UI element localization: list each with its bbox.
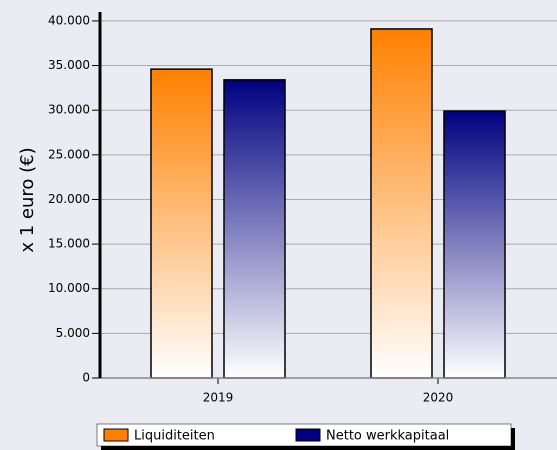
y-tick-label: 40.000: [48, 13, 90, 27]
legend-label: Liquiditeiten: [134, 429, 215, 444]
y-tick-label: 15.000: [48, 237, 90, 251]
y-tick-label: 5.000: [56, 326, 90, 340]
y-tick-label: 20.000: [48, 192, 90, 206]
y-tick-label: 10.000: [48, 281, 90, 295]
legend-label: Netto werkkapitaal: [326, 429, 449, 444]
x-tick-label: 2019: [203, 391, 234, 405]
legend-swatch: [103, 428, 129, 442]
legend-swatch: [295, 428, 321, 442]
bar: [223, 79, 286, 379]
y-axis-label: x 1 euro (€): [17, 147, 38, 252]
x-tick-label: 2020: [423, 391, 454, 405]
bar: [150, 68, 213, 379]
bar: [443, 110, 506, 379]
bar: [370, 28, 433, 379]
y-tick-label: 25.000: [48, 147, 90, 161]
y-tick-label: 35.000: [48, 58, 90, 72]
y-tick-label: 30.000: [48, 103, 90, 117]
y-tick-label: 0: [82, 371, 90, 385]
